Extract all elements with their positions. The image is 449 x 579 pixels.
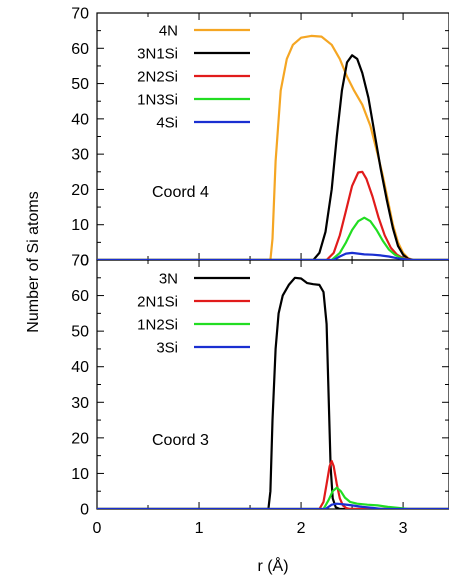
x-tick-label: 1	[195, 520, 204, 537]
legend-label-1n3si: 1N3Si	[137, 92, 178, 109]
series-line-4si	[97, 251, 449, 260]
legend-label-1n2si: 1N2Si	[137, 317, 178, 334]
y-tick-label: 60	[71, 288, 89, 305]
y-tick-label: 30	[71, 147, 89, 164]
y-tick-label: 10	[71, 217, 89, 234]
series-line-2n1si	[97, 459, 449, 509]
legend-label-3si: 3Si	[156, 340, 178, 357]
bottom-panel-legend: 3N 2N1Si 1N2Si 3Si	[137, 271, 250, 357]
top-panel-ticks: 0 10 20 30 40 50 60 70	[71, 6, 449, 270]
series-line-1n2si	[97, 486, 449, 509]
top-panel-annotation: Coord 4	[152, 184, 209, 201]
y-tick-label: 40	[71, 111, 89, 128]
y-tick-label: 50	[71, 324, 89, 341]
legend-label-4si: 4Si	[156, 115, 178, 132]
x-tick-label: 2	[297, 520, 306, 537]
bottom-panel-series	[97, 276, 449, 509]
top-panel-legend: 4N 3N1Si 2N2Si 1N3Si 4Si	[137, 23, 250, 132]
series-line-1n3si	[97, 216, 449, 260]
x-tick-label: 0	[93, 520, 102, 537]
legend-label-3n1si: 3N1Si	[137, 46, 178, 63]
y-tick-label: 40	[71, 359, 89, 376]
y-tick-label: 20	[71, 182, 89, 199]
bottom-panel-annotation: Coord 3	[152, 432, 209, 449]
y-tick-label: 30	[71, 395, 89, 412]
y-tick-label: 0	[80, 502, 89, 519]
series-line-3si	[97, 502, 449, 509]
y-tick-label: 70	[71, 6, 89, 23]
y-tick-label: 50	[71, 76, 89, 93]
legend-label-3n: 3N	[159, 271, 178, 288]
series-line-3n1si	[97, 54, 449, 260]
y-tick-label: 70	[71, 253, 89, 270]
x-tick-label: 3	[399, 520, 408, 537]
legend-label-2n2si: 2N2Si	[137, 69, 178, 86]
y-tick-label: 10	[71, 466, 89, 483]
y-tick-label: 0	[80, 253, 89, 270]
legend-label-2n1si: 2N1Si	[137, 294, 178, 311]
y-tick-label: 60	[71, 41, 89, 58]
top-panel-series	[97, 34, 449, 260]
y-axis-label: Number of Si atoms	[25, 191, 42, 332]
y-tick-label: 20	[71, 430, 89, 447]
series-line-3n	[97, 276, 449, 509]
legend-label-4n: 4N	[159, 23, 178, 40]
x-axis-label: r (Å)	[257, 556, 288, 575]
